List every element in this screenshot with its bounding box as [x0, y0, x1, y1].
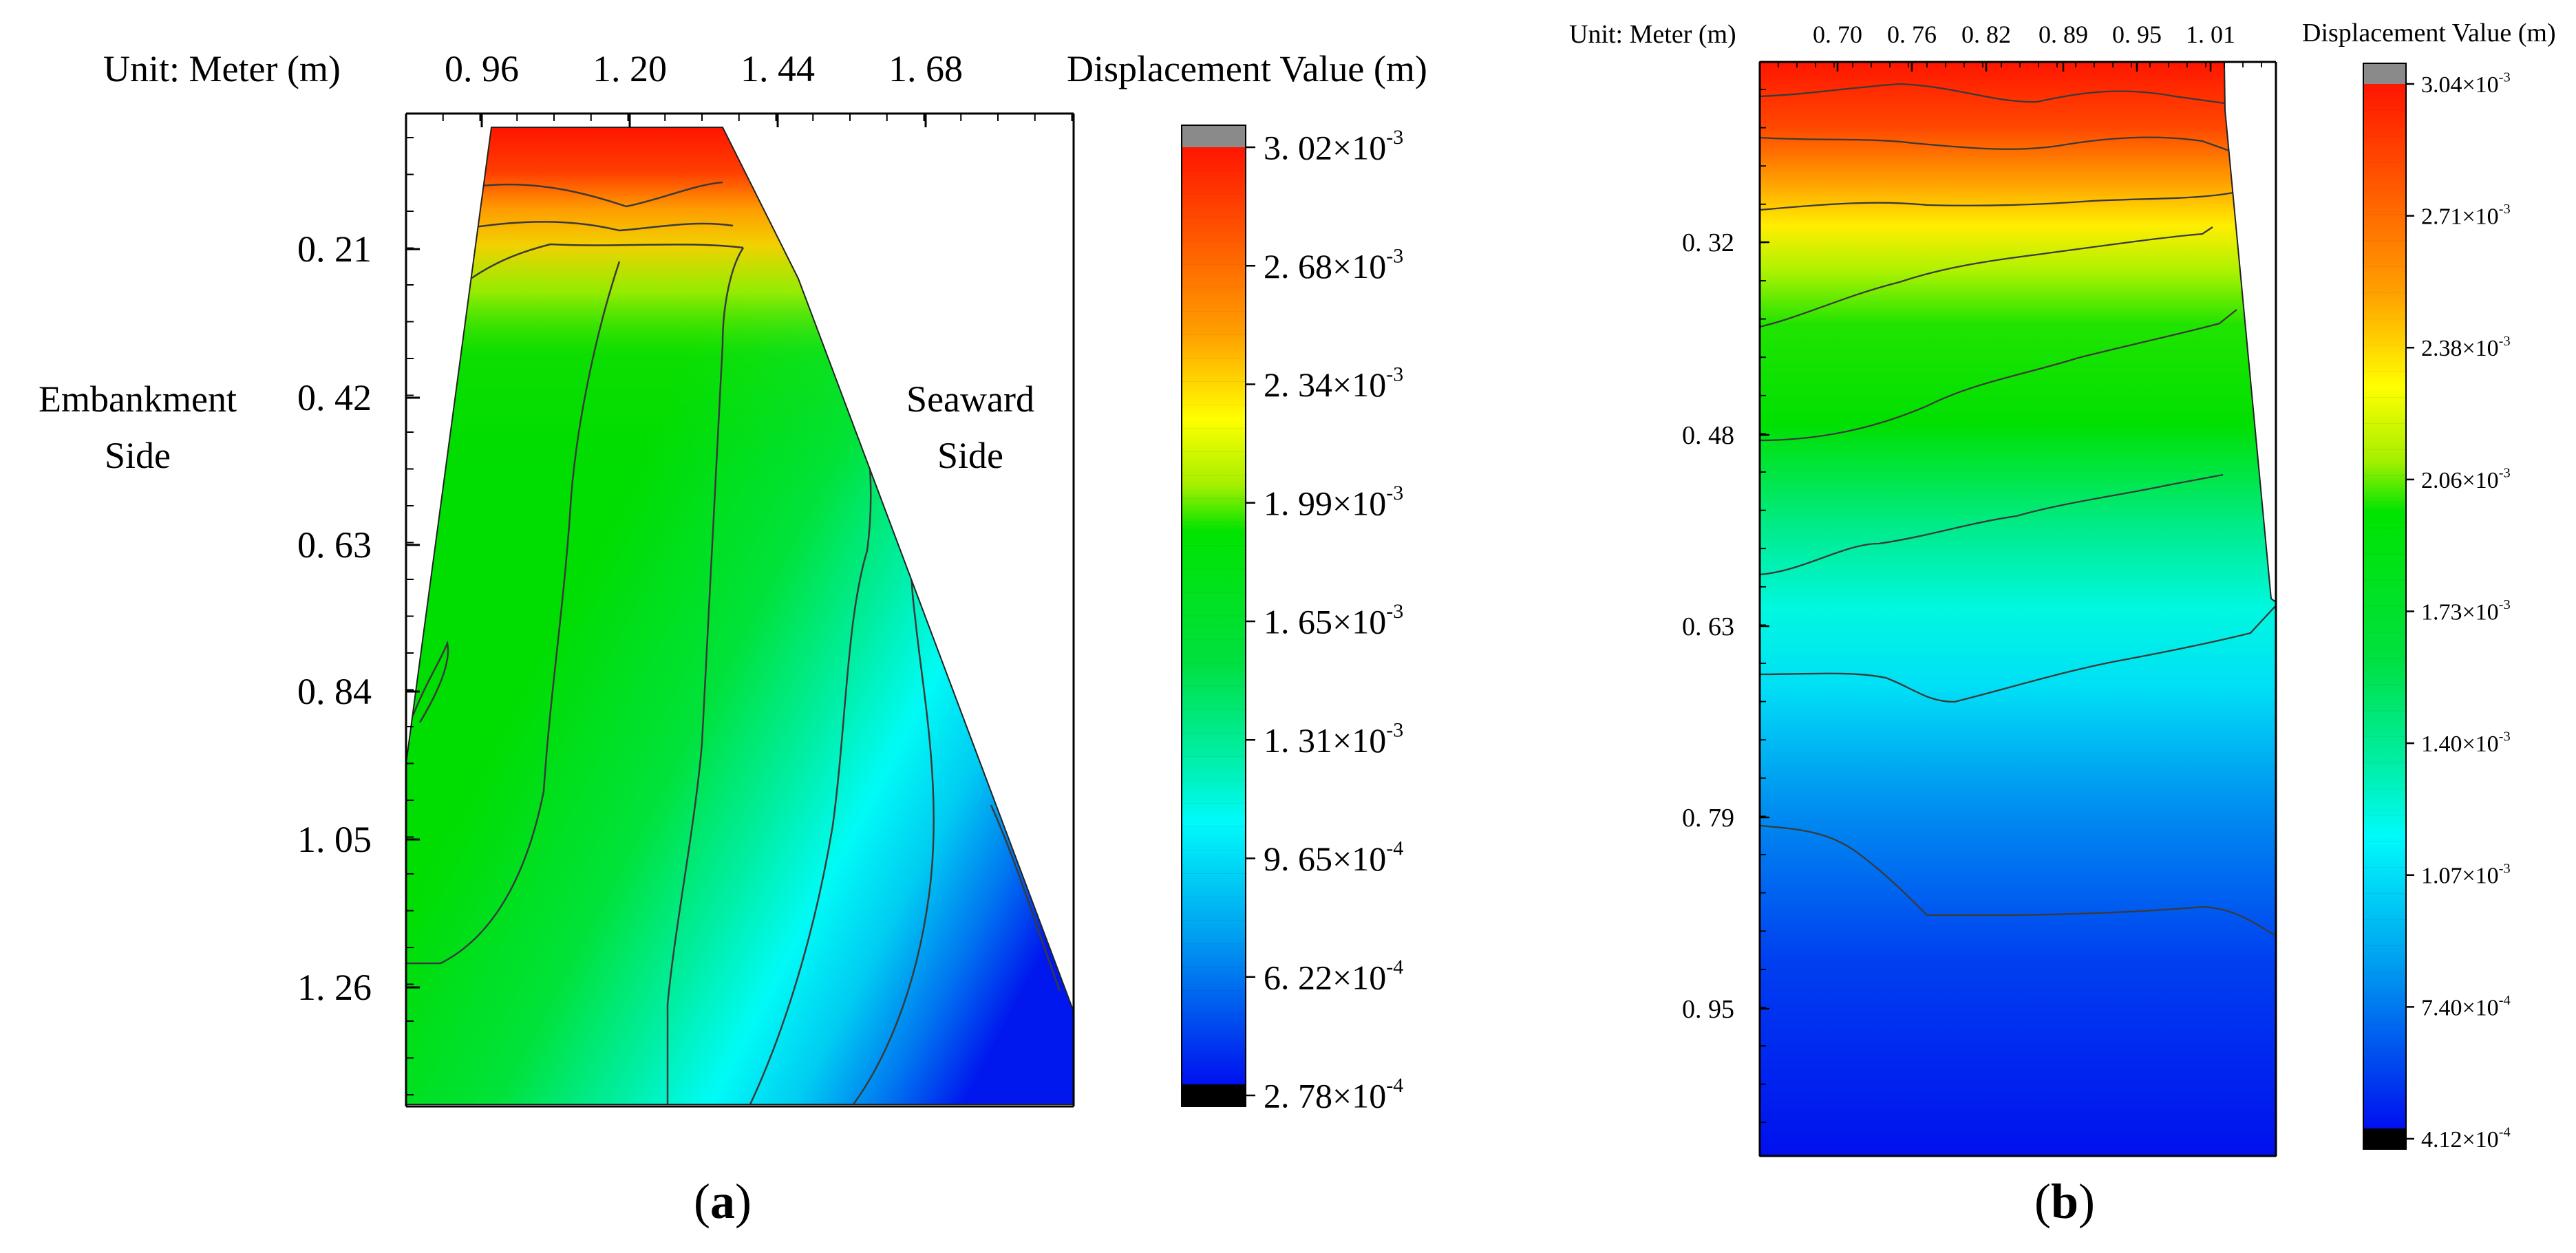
panel-a-colorbar: 3. 02×10-3 2. 68×10-3 2. 34×10-3 1. 99×10-3…: [1181, 125, 1403, 1115]
panel-b-field-base: [1760, 62, 2276, 1156]
panel-b-unit-label: Unit: Meter (m): [1569, 20, 1736, 49]
panel-b-axes-frame: [1758, 61, 2277, 1157]
panel-a-y-tick-label: 1. 26: [297, 967, 372, 1008]
colorbar-tick-label: 1. 99×10-3: [1264, 482, 1403, 523]
panel-b-contour: [1760, 473, 2224, 576]
panel-a-x-axis-ticks: 0. 96 1. 20 1. 44 1. 68: [405, 48, 1073, 127]
colorbar-tick-label: 6. 22×10-4: [1264, 956, 1403, 997]
colorbar-tick-label: 2. 34×10-3: [1264, 363, 1403, 405]
panel-b-x-tick-label: 0. 82: [1961, 21, 2011, 48]
panel-b-colorbar-bands: [2363, 109, 2406, 1103]
panel-b-contour: [1760, 83, 2225, 105]
panel-b-y-tick-label: 0. 63: [1682, 612, 1734, 641]
panel-b-legend-title: Displacement Value (m): [2302, 19, 2556, 47]
panel-a-label: (a): [694, 1174, 752, 1229]
panel-a-colorbar-ticks: 3. 02×10-3 2. 68×10-3 2. 34×10-3 1. 99×10-3…: [1246, 126, 1403, 1115]
panel-b-colorbar-under-cap: [2363, 1128, 2406, 1149]
panel-a-y-tick-label: 0. 21: [297, 228, 372, 270]
panel-a-seaward-label: Seaward: [906, 378, 1034, 420]
panel-b-contour-field: [1760, 62, 2276, 1156]
panel-a-contour: [406, 261, 621, 965]
colorbar-tick-label: 3.04×10-3: [2421, 70, 2511, 98]
panel-a-contour-field: [406, 127, 1074, 1104]
panel-b-contour: [1760, 191, 2234, 211]
panel-b-letter: b: [2051, 1174, 2078, 1229]
colorbar-tick-label: 2.71×10-3: [2421, 202, 2511, 229]
panel-b-contour: [1760, 309, 2237, 442]
panel-b-x-tick-label: 1. 01: [2186, 21, 2235, 48]
panel-b-colorbar-border: [2363, 63, 2407, 1150]
panel-a-y-tick-label: 1. 05: [297, 819, 372, 860]
panel-a-colorbar-under-cap: [1182, 1084, 1246, 1106]
panel-b-y-axis-ticks: 0. 32 0. 48 0. 63 0. 79 0. 95: [1682, 89, 1769, 1124]
panel-a-contour: [666, 247, 745, 1104]
panel-a-contour: [990, 804, 1061, 992]
colorbar-tick-label: 2. 68×10-3: [1264, 244, 1403, 286]
panel-a-colorbar-bar: [1182, 147, 1246, 1084]
panel-b-y-tick-label: 0. 79: [1682, 804, 1734, 833]
colorbar-tick-label: 1. 65×10-3: [1264, 600, 1403, 641]
panel-b-x-tick-label: 0. 89: [2039, 21, 2088, 48]
panel-a-contour: [447, 243, 744, 297]
panel-a-embankment-label: Embankment: [39, 378, 237, 420]
panel-b-contour: [1760, 226, 2213, 328]
panel-b-contour: [1760, 824, 2276, 937]
colorbar-tick-label: 1.73×10-3: [2421, 597, 2511, 625]
panel-b-colorbar-bar: [2363, 84, 2406, 1128]
panel-b-colorbar: 3.04×10-3 2.71×10-3 2.38×10-3 2.06×10-3 1.73…: [2363, 63, 2511, 1153]
panel-a-y-tick-label: 0. 84: [297, 671, 372, 712]
panel-b-contour: [1760, 605, 2276, 703]
colorbar-tick-label: 2. 78×10-4: [1264, 1074, 1403, 1115]
panel-b-colorbar-over-cap: [2363, 63, 2406, 84]
panel-a-colorbar-over-cap: [1182, 125, 1246, 147]
panel-b-y-tick-label: 0. 48: [1682, 421, 1734, 450]
panel-a-contour: [412, 640, 449, 723]
panel-b-x-axis-ticks: 0. 70 0. 76 0. 82 0. 89 0. 95 1. 01: [1759, 21, 2262, 72]
panel-a-x-tick-label: 1. 68: [888, 48, 963, 89]
colorbar-tick-label: 1. 31×10-3: [1264, 718, 1403, 760]
panel-a-embankment-label-line2: Side: [105, 435, 171, 476]
panel-a-y-axis-ticks: 0. 21 0. 42 0. 63 0. 84 1. 05 1. 26: [297, 137, 420, 1095]
panel-a-legend-title: Displacement Value (m): [1067, 48, 1427, 89]
panel-b-label: (b): [2034, 1174, 2095, 1229]
panel-a-letter: a: [710, 1174, 735, 1229]
panel-a-x-tick-label: 0. 96: [445, 48, 519, 89]
panel-a-contour: [481, 181, 723, 208]
panel-a-y-tick-label: 0. 63: [297, 524, 372, 566]
panel-b-x-tick-label: 0. 76: [1887, 21, 1937, 48]
panel-a-seaward-label-line2: Side: [937, 435, 1003, 476]
colorbar-tick-label: 7.40×10-4: [2421, 993, 2511, 1020]
panel-b-x-tick-label: 0. 70: [1813, 21, 1862, 48]
panel-b-colorbar-ticks: 3.04×10-3 2.71×10-3 2.38×10-3 2.06×10-3 1.73…: [2406, 70, 2511, 1153]
panel-b-y-tick-label: 0. 32: [1682, 228, 1734, 257]
panel-a-contour: [474, 221, 734, 232]
colorbar-tick-label: 2.38×10-3: [2421, 334, 2511, 361]
colorbar-tick-label: 1.07×10-3: [2421, 861, 2511, 888]
panel-a-y-tick-label: 0. 42: [297, 377, 372, 418]
colorbar-tick-label: 4.12×10-4: [2421, 1125, 2511, 1153]
panel-a-unit-label: Unit: Meter (m): [103, 48, 341, 89]
panel-a-colorbar-bands: [1182, 170, 1246, 1062]
panel-a: 0. 96 1. 20 1. 44 1. 68 0. 21 0. 42 0. 63 0. 8…: [39, 48, 1427, 1229]
colorbar-tick-label: 1.40×10-3: [2421, 729, 2511, 757]
panel-a-x-tick-label: 1. 44: [741, 48, 815, 89]
panel-b-contour: [1760, 136, 2232, 153]
panel-b-x-tick-label: 0. 95: [2112, 21, 2162, 48]
panel-a-colorbar-border: [1181, 125, 1246, 1107]
panel-b-y-tick-label: 0. 95: [1682, 995, 1734, 1024]
colorbar-tick-label: 9. 65×10-4: [1264, 837, 1403, 879]
colorbar-tick-label: 2.06×10-3: [2421, 465, 2511, 493]
colorbar-tick-label: 3. 02×10-3: [1264, 126, 1403, 167]
panel-b-contour-lines: [1760, 83, 2276, 937]
panel-a-x-tick-label: 1. 20: [593, 48, 667, 89]
panel-b: 0. 70 0. 76 0. 82 0. 89 0. 95 1. 01 0. 32 0. 4…: [1569, 19, 2556, 1229]
